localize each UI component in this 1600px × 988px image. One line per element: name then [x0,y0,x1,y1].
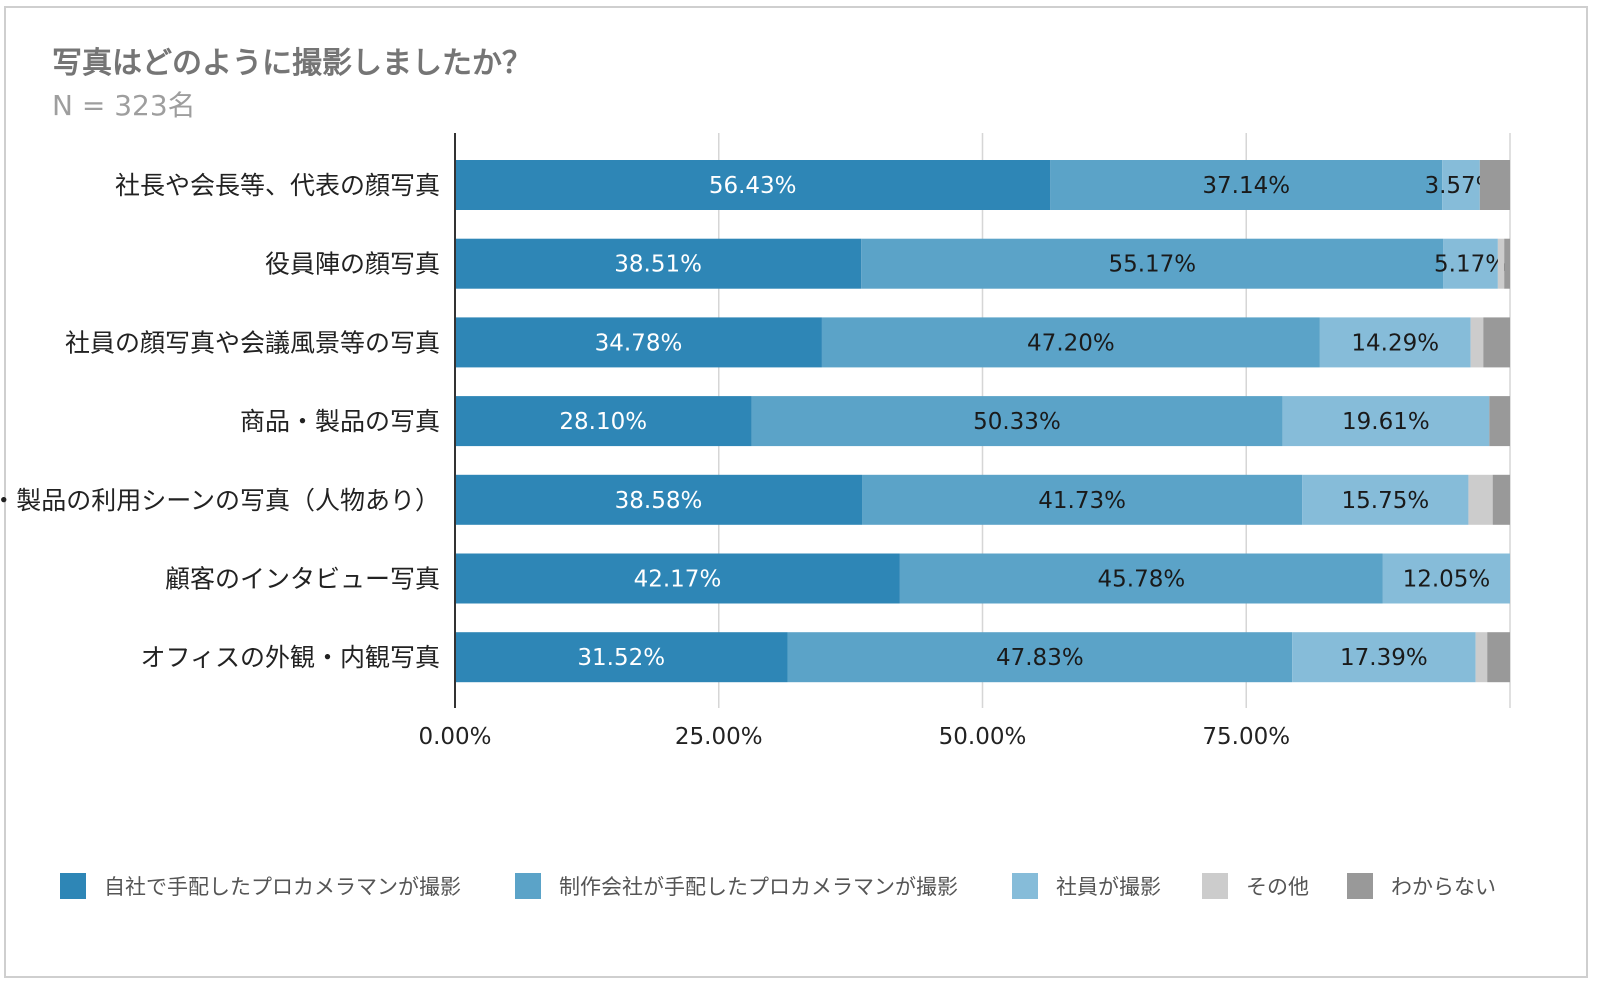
category-label: 役員陣の顔写真 [265,250,440,279]
legend-label: 自社で手配したプロカメラマンが撮影 [104,875,461,899]
data-label: 31.52% [577,645,665,671]
data-label: 38.51% [614,252,702,278]
category-label: 商品・製品の写真 [240,407,440,436]
legend-swatch [1012,873,1038,899]
data-label: 56.43% [709,173,797,199]
legend-label: その他 [1246,875,1309,899]
legend-label: 制作会社が手配したプロカメラマンが撮影 [559,875,958,899]
chart-legend: 自社で手配したプロカメラマンが撮影 制作会社が手配したプロカメラマンが撮影 社員が撮… [0,866,1600,906]
bar-segment [455,553,900,604]
data-label: 47.20% [1027,330,1115,356]
legend-swatch [1347,873,1373,899]
data-label: 47.83% [996,645,1084,671]
legend-swatch [60,873,86,899]
bar-segment [455,238,862,289]
bar-segment [862,474,1303,525]
data-label: 17.39% [1340,645,1428,671]
data-label: 19.61% [1342,409,1430,435]
bar-segment [1492,474,1510,525]
bar-segment [1443,238,1498,289]
bar-segment [455,632,788,683]
legend-item: 自社で手配したプロカメラマンが撮影 [60,866,461,906]
bar-segment [821,317,1320,368]
legend-swatch [1202,873,1228,899]
bar-segment [751,396,1283,447]
bar-segment [1292,632,1476,683]
category-label: 商品・製品の利用シーンの写真（人物あり） [0,486,440,515]
data-label: 14.29% [1351,330,1439,356]
x-tick-label: 75.00% [1202,724,1290,750]
x-tick-label: 0.00% [418,724,491,750]
category-label: オフィスの外観・内観写真 [140,643,440,672]
bar-segment [1497,238,1505,289]
legend-item: その他 [1202,866,1309,906]
bar-segment [1302,474,1469,525]
bar-segment [861,238,1444,289]
legend-label: 社員が撮影 [1056,875,1161,899]
bar-segment [1382,553,1510,604]
bar-segment [787,632,1293,683]
category-label: 社員の顔写真や会議風景等の写真 [65,328,440,357]
chart-title: 写真はどのように撮影しましたか？ [52,46,532,81]
data-label: 42.17% [634,567,722,593]
data-label: 38.58% [615,488,703,514]
data-label: 15.75% [1342,488,1430,514]
bar-segment [455,317,822,368]
bar-segment [1504,238,1510,289]
legend-item: わからない [1347,866,1496,906]
data-label: 5.17% [1434,252,1507,278]
bar-segment [455,160,1051,210]
data-label: 37.14% [1202,173,1290,199]
bar-segment [1050,160,1443,210]
bar-segment [899,553,1383,604]
legend-label: わからない [1391,875,1496,899]
legend-item: 制作会社が手配したプロカメラマンが撮影 [515,866,958,906]
bar-segment [1319,317,1471,368]
data-label: 41.73% [1038,488,1126,514]
bar-segment [455,474,863,525]
bar-segment [1442,160,1480,210]
bar-segment [1487,632,1510,683]
category-label: 顧客のインタビュー写真 [165,565,440,594]
data-label: 55.17% [1108,252,1196,278]
chart-subtitle: N = 323名 [52,89,196,122]
bar-segment [1282,396,1490,447]
x-tick-label: 25.00% [675,724,763,750]
legend-item: 社員が撮影 [1012,866,1161,906]
data-label: 45.78% [1098,567,1186,593]
legend-swatch [515,873,541,899]
bar-segment [1489,396,1510,447]
category-label: 社長や会長等、代表の顔写真 [115,171,440,200]
data-label: 34.78% [595,330,683,356]
bar-segment [1475,632,1488,683]
data-label: 12.05% [1403,567,1491,593]
data-label: 50.33% [973,409,1061,435]
bar-segment [455,396,752,447]
bar-segment [1479,160,1510,210]
x-tick-label: 50.00% [939,724,1027,750]
data-label: 28.10% [559,409,647,435]
bar-segment [1468,474,1493,525]
bar-segment [1483,317,1510,368]
bar-segment [1470,317,1484,368]
